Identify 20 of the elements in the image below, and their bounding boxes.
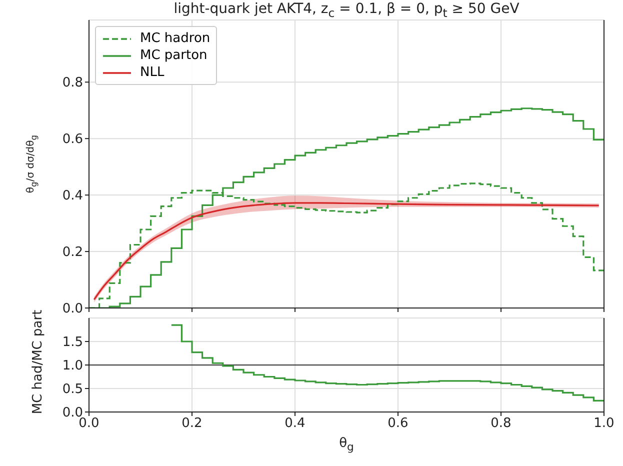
x-tick-label: 0.2 — [182, 416, 202, 432]
y-tick-label: 1.5 — [62, 335, 83, 350]
y-tick-label: 0.8 — [62, 76, 83, 91]
x-axis-title: θ$_{g}$ — [338, 436, 355, 454]
y-tick-label: 0.0 — [62, 302, 83, 317]
y-tick-label: 0.6 — [62, 132, 83, 148]
y-tick-label: 0.4 — [62, 188, 83, 204]
legend-label: MC parton — [140, 47, 208, 64]
y-tick-label: 0.5 — [62, 382, 83, 398]
legend-label: NLL — [140, 64, 164, 81]
legend-label: MC hadron — [140, 30, 210, 47]
x-tick-label: 0.4 — [284, 416, 306, 432]
chart-title: light-quark jet AKT4, z$_{c}$ = 0.1, β = 0, p$_{t}$ ≥ 50 GeV — [172, 1, 520, 20]
x-tick-label: 0.8 — [490, 416, 512, 432]
y-tick-label: 1.0 — [62, 358, 83, 374]
x-tick-label: 0.6 — [388, 416, 408, 432]
y-axis-title: MC had/MC part — [30, 310, 46, 414]
x-tick-label: 1.0 — [594, 416, 614, 432]
x-tick-label: 0.0 — [78, 416, 100, 432]
y-tick-label: 0.2 — [62, 245, 83, 260]
